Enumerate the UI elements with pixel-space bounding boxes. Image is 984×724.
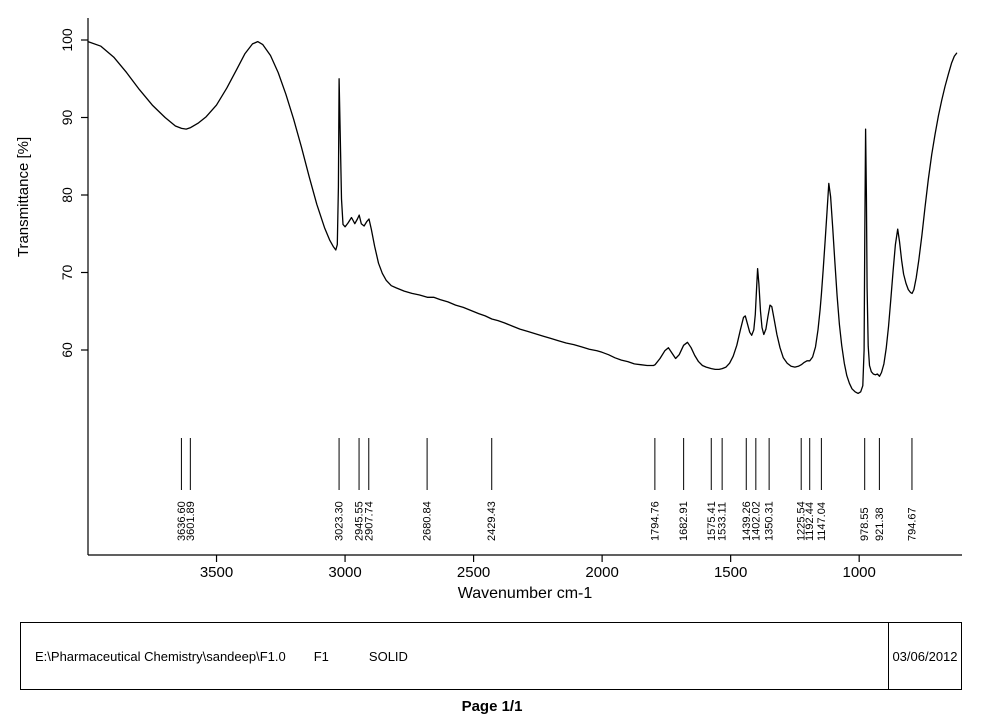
peak-label: 2429.43 xyxy=(486,501,498,541)
y-tick-label: 60 xyxy=(59,342,75,358)
x-tick-label: 1000 xyxy=(842,564,875,581)
y-axis-title: Transmittance [%] xyxy=(15,137,32,257)
peak-label: 3636.60 xyxy=(176,501,188,541)
peak-label: 1350.31 xyxy=(764,501,776,541)
file-path: E:\Pharmaceutical Chemistry\sandeep\F1.0 xyxy=(35,648,286,664)
spectrum-curve xyxy=(87,40,958,395)
ir-spectrum-svg: 100 90 80 70 60 3500 3000 2500 2000 1500 1000 Trans… xyxy=(15,18,962,602)
peak-label: 1533.11 xyxy=(717,502,729,541)
footer-info-box: E:\Pharmaceutical Chemistry\sandeep\F1.0… xyxy=(20,622,962,690)
peak-label: 1439.26 xyxy=(741,501,753,541)
sample-form: SOLID xyxy=(368,648,408,664)
peak-label: 1225.54 xyxy=(796,501,808,541)
page-number: Page 1/1 xyxy=(461,698,523,715)
peak-label: 2680.84 xyxy=(422,501,434,541)
peak-label: 794.67 xyxy=(907,507,919,541)
x-tick-label: 2000 xyxy=(585,564,618,581)
peak-label: 3601.89 xyxy=(185,501,197,541)
date-label: 03/06/2012 xyxy=(892,648,958,664)
y-tick-label: 90 xyxy=(59,110,75,126)
footer-date-cell: 03/06/2012 xyxy=(888,623,961,689)
peak-label: 921.38 xyxy=(874,507,886,541)
peak-label: 1192.44 xyxy=(804,502,816,541)
footer-file-info: E:\Pharmaceutical Chemistry\sandeep\F1.0… xyxy=(21,623,888,689)
x-tick-label: 1500 xyxy=(714,564,747,581)
x-tick-label: 3000 xyxy=(328,564,361,581)
sample-id: F1 xyxy=(313,648,329,664)
x-tick-label: 3500 xyxy=(200,564,233,581)
peak-label: 1575.41 xyxy=(706,501,718,541)
y-tick-label: 100 xyxy=(59,28,75,52)
peak-label: 2945.55 xyxy=(354,501,366,541)
spectrum-chart-area: 100 90 80 70 60 3500 3000 2500 2000 1500 1000 Trans… xyxy=(15,18,962,602)
peak-label: 978.55 xyxy=(859,507,871,541)
peak-label: 1402.02 xyxy=(750,501,762,541)
peak-label: 2907.74 xyxy=(363,501,375,541)
y-tick-label: 70 xyxy=(59,265,75,281)
peak-label: 1682.91 xyxy=(678,501,690,541)
x-axis-title: Wavenumber cm-1 xyxy=(458,585,593,602)
peak-label: 3023.30 xyxy=(334,501,346,541)
peak-label: 1147.04 xyxy=(816,502,828,541)
peak-label: 1794.76 xyxy=(649,501,661,541)
x-tick-label: 2500 xyxy=(457,564,490,581)
y-tick-label: 80 xyxy=(59,187,75,203)
